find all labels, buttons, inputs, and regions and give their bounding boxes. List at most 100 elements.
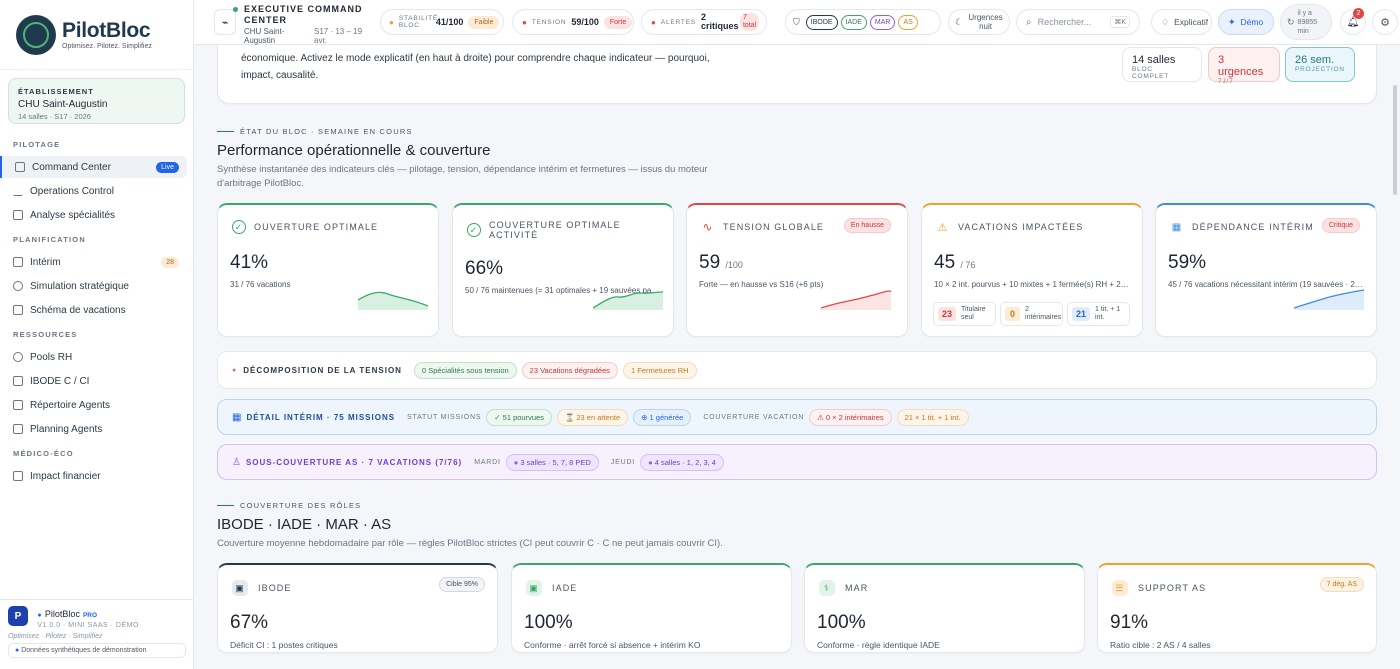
breakdown-label: 1 tit. + 1 int.	[1095, 306, 1121, 321]
kpi-couverture-optimale[interactable]: ✓ COUVERTURE OPTIMALE ACTIVITÉ 66% 50 / 7…	[452, 203, 674, 337]
sidebar-item-operations[interactable]: Operations Control	[0, 180, 187, 202]
sidebar-item-simulation[interactable]: Simulation stratégique	[0, 275, 187, 297]
ibode-icon: ▣	[232, 580, 248, 596]
sidebar-item-analyse[interactable]: Analyse spécialités	[0, 204, 187, 226]
avatar[interactable]: P	[8, 606, 28, 626]
kpi-tag: Critique	[1321, 218, 1360, 233]
chip-specialites[interactable]: 0 Spécialités sous tension	[413, 361, 517, 379]
sidebar: PilotBloc Optimisez. Pilotez. Simplifiez…	[0, 0, 194, 669]
tension-chip[interactable]: ● TENSION 59/100 Forte	[512, 9, 634, 35]
sparkline	[593, 291, 664, 310]
alerts-chip[interactable]: ● ALERTES 2 critiques 7 total	[641, 9, 767, 35]
chip-en-attente[interactable]: ⌛ 23 en attente	[556, 408, 629, 426]
eyebrow-text: COUVERTURE DES RÔLES	[240, 501, 362, 510]
dot-icon: ●	[232, 366, 237, 374]
role-filter-ibode[interactable]: IBODE	[805, 14, 838, 30]
role-label: IBODE	[258, 583, 292, 593]
role-tag: 7 dég. AS	[1319, 577, 1364, 592]
kpi-label: TENSION GLOBALE	[723, 222, 825, 232]
stability-chip[interactable]: ● STABILITÉ BLOC 41/100 Faible	[380, 9, 504, 35]
kpi-label: VACATIONS IMPACTÉES	[958, 222, 1084, 232]
role-card-ibode[interactable]: ▣ IBODE Cible 95% 67% Déficit CI : 1 post…	[217, 563, 498, 653]
chip-pourvues[interactable]: ✓ 51 pourvues	[486, 408, 552, 426]
role-filter-mar[interactable]: MAR	[869, 14, 896, 30]
sidebar-item-label: Simulation stratégique	[30, 280, 129, 292]
role-card-as[interactable]: ☰ SUPPORT AS 7 dég. AS 91% Ratio cible : …	[1097, 563, 1377, 653]
brand-name: PilotBloc	[62, 19, 151, 42]
live-badge: Live	[156, 161, 179, 173]
sidebar-item-command-center[interactable]: Command Center Live	[0, 156, 187, 178]
stat-value: 3 urgences	[1218, 54, 1264, 78]
establishment-card[interactable]: ÉTABLISSEMENT CHU Saint-Augustin 14 sall…	[8, 78, 185, 124]
refresh-status[interactable]: ↻ il y a 89855 min	[1280, 4, 1332, 40]
chip-generee[interactable]: ⊕ 1 générée	[633, 408, 692, 426]
role-label: SUPPORT AS	[1138, 583, 1207, 593]
section-eyebrow: ÉTAT DU BLOC · SEMAINE EN COURS	[217, 127, 413, 136]
stethoscope-icon: ⚕	[819, 580, 835, 596]
role-filter-iade[interactable]: IADE	[840, 14, 867, 30]
role-label: MAR	[845, 583, 869, 593]
warning-icon: ⚠	[937, 221, 949, 234]
kpi-dependance-interim[interactable]: ▦ DÉPENDANCE INTÉRIM Critique 59% 45 / 76…	[1155, 203, 1377, 337]
explicatif-toggle[interactable]: ♢ Explicatif	[1151, 9, 1212, 35]
kpi-value: 41%	[230, 252, 269, 273]
sidebar-item-label: IBODE C / CI	[30, 375, 90, 387]
search-shortcut: ⌘K	[1110, 16, 1130, 28]
sidebar-item-interim[interactable]: Intérim 28	[0, 251, 187, 273]
sidebar-item-impact[interactable]: Impact financier	[0, 465, 187, 487]
breakdown-count: 21	[1072, 307, 1091, 321]
kpi-tension-globale[interactable]: ∿ TENSION GLOBALE En hausse 59 /100 Forte…	[686, 203, 908, 337]
users-icon	[13, 352, 23, 362]
kpi-value: 66%	[465, 258, 504, 279]
demo-button[interactable]: ✦ Démo	[1218, 9, 1274, 35]
dot-icon: ●	[15, 647, 20, 654]
role-card-iade[interactable]: ▣ IADE 100% Conforme · arrêt forcé si abs…	[511, 563, 792, 653]
chip-mixte[interactable]: 21 × 1 tit. + 1 int.	[896, 408, 969, 426]
sparkline	[821, 290, 892, 310]
chip-vacations-degradees[interactable]: 23 Vacations dégradées	[521, 361, 619, 379]
section-description: Synthèse instantanée des indicateurs clé…	[217, 164, 708, 189]
kpi-vacations-impactees[interactable]: ⚠ VACATIONS IMPACTÉES 45 / 76 10 × 2 int.…	[921, 203, 1143, 337]
explicatif-label: Explicatif	[1174, 17, 1209, 27]
tension-breakdown-band: ● DÉCOMPOSITION DE LA TENSION 0 Spéciali…	[217, 351, 1377, 389]
demo-text: Données synthétiques de démonstration	[21, 647, 147, 654]
dot-icon: ●	[648, 457, 655, 467]
chip-deux-interimaires[interactable]: ⚠ 0 × 2 intérimaires	[809, 408, 892, 426]
check-circle-icon: ✓	[232, 220, 246, 234]
search-input[interactable]: ⌕ Rechercher... ⌘K	[1016, 9, 1140, 35]
kpi-value: 59	[699, 252, 721, 273]
role-filter-as[interactable]: AS	[898, 14, 918, 30]
sidebar-item-ibode[interactable]: IBODE C / CI	[0, 370, 187, 392]
stat-label: BLOC COMPLET	[1132, 66, 1170, 80]
tension-label: TENSION	[531, 18, 567, 26]
sidebar-item-repertoire[interactable]: Répertoire Agents	[0, 394, 187, 416]
sidebar-item-schema[interactable]: Schéma de vacations	[0, 299, 187, 321]
stat-value: 14 salles	[1132, 54, 1176, 66]
role-card-mar[interactable]: ⚕ MAR 100% Conforme · règle identique IAD…	[804, 563, 1085, 653]
logo[interactable]: PilotBloc Optimisez. Pilotez. Simplifiez	[0, 0, 193, 70]
eyebrow-line	[217, 504, 234, 507]
stat-label: PROJECTION	[1295, 66, 1345, 73]
sidebar-item-planning[interactable]: Planning Agents	[0, 418, 187, 440]
pulse-icon: ⌁	[214, 9, 236, 35]
building-icon: ▦	[1171, 221, 1183, 233]
breakdown-interimaires: 0 2 intérimaires	[1000, 302, 1063, 326]
role-sub: Conforme · arrêt forcé si absence + inté…	[524, 640, 701, 650]
clipboard-icon	[13, 400, 23, 410]
chip-jeudi[interactable]: ● 4 salles · 1, 2, 3, 4	[640, 453, 724, 471]
sidebar-item-label: Schéma de vacations	[30, 304, 126, 316]
section-medico: MÉDICO-ÉCO	[13, 449, 74, 458]
urgences-nuit-toggle[interactable]: ☾ Urgences nuit	[948, 9, 1010, 35]
couverture-label: COUVERTURE VACATION	[703, 413, 805, 421]
kpi-ouverture-optimale[interactable]: ✓ OUVERTURE OPTIMALE 41% 31 / 76 vacation…	[217, 203, 439, 337]
chip-mardi[interactable]: ● 3 salles · 5, 7, 8 PED	[505, 453, 599, 471]
chip-fermetures[interactable]: 1 Fermetures RH	[623, 361, 697, 379]
establishment-meta: 14 salles · S17 · 2026	[18, 112, 91, 121]
filter-icon: ⛉	[793, 16, 800, 27]
establishment-heading: ÉTABLISSEMENT	[18, 87, 94, 96]
role-value: 100%	[524, 612, 573, 633]
scrollbar[interactable]	[1393, 85, 1397, 195]
dot-icon: ●	[389, 17, 394, 27]
sidebar-item-pools[interactable]: Pools RH	[0, 346, 187, 368]
gear-icon[interactable]: ⚙	[1372, 9, 1398, 35]
